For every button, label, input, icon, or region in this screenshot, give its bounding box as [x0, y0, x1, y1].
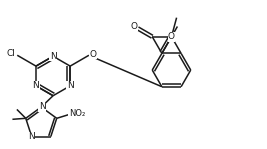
- Text: O: O: [89, 50, 96, 59]
- Text: Cl: Cl: [6, 49, 15, 58]
- Text: NO₂: NO₂: [69, 109, 85, 118]
- Text: O: O: [168, 32, 175, 41]
- Text: N: N: [39, 102, 46, 111]
- Text: N: N: [33, 81, 39, 90]
- Text: O: O: [131, 22, 138, 31]
- Text: N: N: [28, 132, 35, 141]
- Text: N: N: [67, 81, 73, 90]
- Text: N: N: [50, 52, 56, 61]
